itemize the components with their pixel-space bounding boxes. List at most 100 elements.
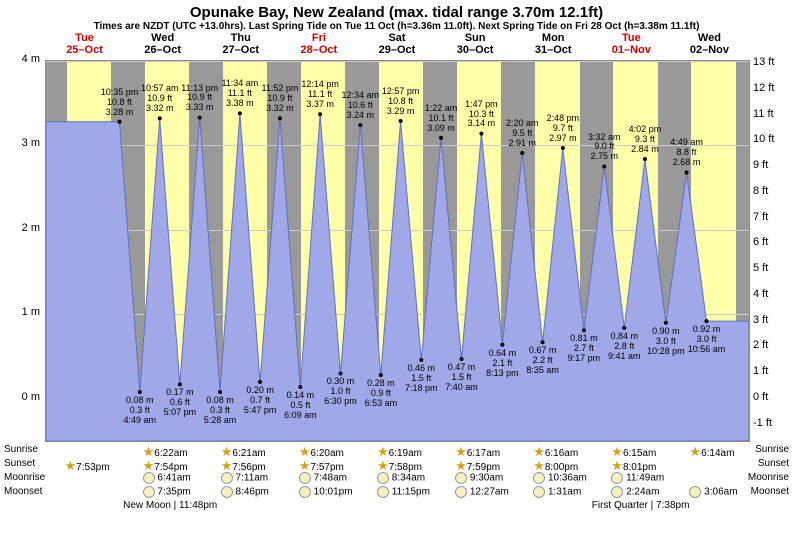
tide-point-label: 0.28 m0.9 ft6:53 am (365, 379, 398, 409)
moon-icon (299, 486, 311, 498)
y-tick-right: 10 ft (753, 133, 793, 145)
moon-icon (689, 486, 701, 498)
moonrise-item: 7:11am (221, 472, 268, 484)
moon-phase-label: New Moon | 11:48pm (123, 500, 217, 511)
tide-point-label: 1:47 pm10.3 ft3.14 m (465, 100, 498, 130)
day-header: Mon31–Oct (511, 32, 596, 56)
moonset-item: 2:24am (611, 486, 659, 498)
moonset-item: 10:01pm (299, 486, 353, 498)
sunset-item: ★7:53pm (65, 458, 110, 474)
tide-point-label: 0.46 m1.5 ft7:18 pm (405, 364, 438, 394)
star-icon: ★ (221, 458, 233, 473)
tide-point-label: 0.14 m0.5 ft6:09 am (284, 391, 317, 421)
moon-icon (455, 472, 467, 484)
y-tick-right: -1 ft (753, 417, 793, 429)
tide-point-label: 0.64 m2.1 ft8:13 pm (486, 349, 519, 379)
tide-point-label: 4:02 pm9.3 ft2.84 m (629, 125, 662, 155)
moon-icon (143, 472, 155, 484)
sun-row-label-right: Sunset (758, 458, 789, 469)
y-tick-right: 13 ft (753, 56, 793, 68)
star-icon: ★ (533, 458, 545, 473)
sun-row-label-right: Moonset (751, 486, 789, 497)
y-tick-right: 8 ft (753, 185, 793, 197)
moonset-item: 11:15pm (377, 486, 430, 498)
tide-point-label: 12:14 pm11.1 ft3.37 m (301, 80, 339, 110)
sunrise-item: ★6:14am (689, 444, 734, 460)
y-tick-right: 7 ft (753, 211, 793, 223)
tide-point-label: 0.17 m0.6 ft5:07 pm (164, 388, 197, 418)
moon-icon (377, 472, 389, 484)
moon-icon (221, 486, 233, 498)
tide-point-label: 2:20 am9.5 ft2.91 m (506, 119, 539, 149)
day-header: Wed26–Oct (120, 32, 205, 56)
sun-row-label-left: Sunrise (4, 444, 38, 455)
moon-icon (533, 472, 545, 484)
moonset-item: 12:27am (455, 486, 509, 498)
star-icon: ★ (143, 444, 155, 459)
star-icon: ★ (65, 458, 77, 473)
moon-icon (611, 486, 623, 498)
tide-point-label: 12:34 am10.6 ft3.24 m (342, 91, 380, 121)
y-tick-left: 4 m (0, 53, 40, 65)
star-icon: ★ (299, 458, 311, 473)
y-tick-right: 11 ft (753, 108, 793, 120)
moonrise-item: 8:34am (377, 472, 425, 484)
tide-point-label: 0.30 m1.0 ft6:30 pm (324, 377, 357, 407)
day-header: Tue01–Nov (589, 32, 674, 56)
star-icon: ★ (377, 444, 389, 459)
moonrise-item: 7:48am (299, 472, 347, 484)
y-tick-right: 3 ft (753, 314, 793, 326)
moon-icon (533, 486, 545, 498)
moon-icon (299, 472, 311, 484)
y-tick-right: 5 ft (753, 262, 793, 274)
y-tick-left: 1 m (0, 306, 40, 318)
star-icon: ★ (689, 444, 701, 459)
y-tick-right: 9 ft (753, 159, 793, 171)
star-icon: ★ (611, 458, 623, 473)
tide-point-label: 0.92 m3.0 ft10:56 am (688, 325, 726, 355)
tide-point-label: 0.67 m2.2 ft8:35 am (526, 346, 559, 376)
tide-point-label: 0.08 m0.3 ft4:49 am (124, 396, 157, 426)
sun-row-label-right: Sunrise (755, 444, 789, 455)
day-header: Sat29–Oct (355, 32, 440, 56)
star-icon: ★ (611, 444, 623, 459)
moonrise-item: 6:41am (143, 472, 191, 484)
moon-icon (221, 472, 233, 484)
star-icon: ★ (455, 444, 467, 459)
moonset-item: 1:31am (533, 486, 581, 498)
day-header: Thu27–Oct (198, 32, 283, 56)
plot-area: 10:35 pm10.8 ft3.28 m 0.08 m0.3 ft4:49 am… (45, 60, 750, 442)
tide-point-label: 0.81 m2.7 ft9:17 pm (568, 334, 601, 364)
moonset-item: 8:46pm (221, 486, 269, 498)
y-tick-left: 2 m (0, 222, 40, 234)
y-tick-right: 12 ft (753, 82, 793, 94)
day-header: Tue25–Oct (42, 32, 127, 56)
sun-row-label-left: Sunset (4, 458, 35, 469)
star-icon: ★ (299, 444, 311, 459)
y-tick-right: 1 ft (753, 365, 793, 377)
y-tick-right: 2 ft (753, 339, 793, 351)
tide-point-label: 0.20 m0.7 ft5:47 pm (244, 386, 277, 416)
star-icon: ★ (455, 458, 467, 473)
tide-point-label: 0.84 m2.8 ft9:41 am (608, 332, 641, 362)
tide-point-label: 3:32 am9.0 ft2.75 m (588, 133, 621, 163)
tide-point-label: 10:57 am10.9 ft3.32 m (141, 84, 179, 114)
y-tick-right: 4 ft (753, 288, 793, 300)
tide-point-label: 12:57 pm10.8 ft3.29 m (382, 87, 420, 117)
day-header: Wed02–Nov (667, 32, 752, 56)
tide-point-label: 4:49 am8.8 ft2.68 m (670, 138, 703, 168)
tide-curve (46, 61, 749, 441)
tide-point-label: 2:48 pm9.7 ft2.97 m (547, 114, 580, 144)
tide-point-label: 11:52 pm10.9 ft3.32 m (261, 84, 298, 114)
tide-point-label: 1:22 am10.1 ft3.09 m (425, 104, 458, 134)
sun-row-label-left: Moonset (4, 486, 42, 497)
star-icon: ★ (143, 458, 155, 473)
sun-row-label-right: Moonrise (748, 472, 789, 483)
moonrise-item: 10:36am (533, 472, 587, 484)
moonrise-item: 11:49am (611, 472, 664, 484)
chart-subtitle: Times are NZDT (UTC +13.0hrs). Last Spri… (0, 21, 793, 32)
y-tick-right: 6 ft (753, 236, 793, 248)
tide-point-label: 10:35 pm10.8 ft3.28 m (101, 88, 139, 118)
moon-icon (143, 486, 155, 498)
y-tick-left: 0 m (0, 391, 40, 403)
